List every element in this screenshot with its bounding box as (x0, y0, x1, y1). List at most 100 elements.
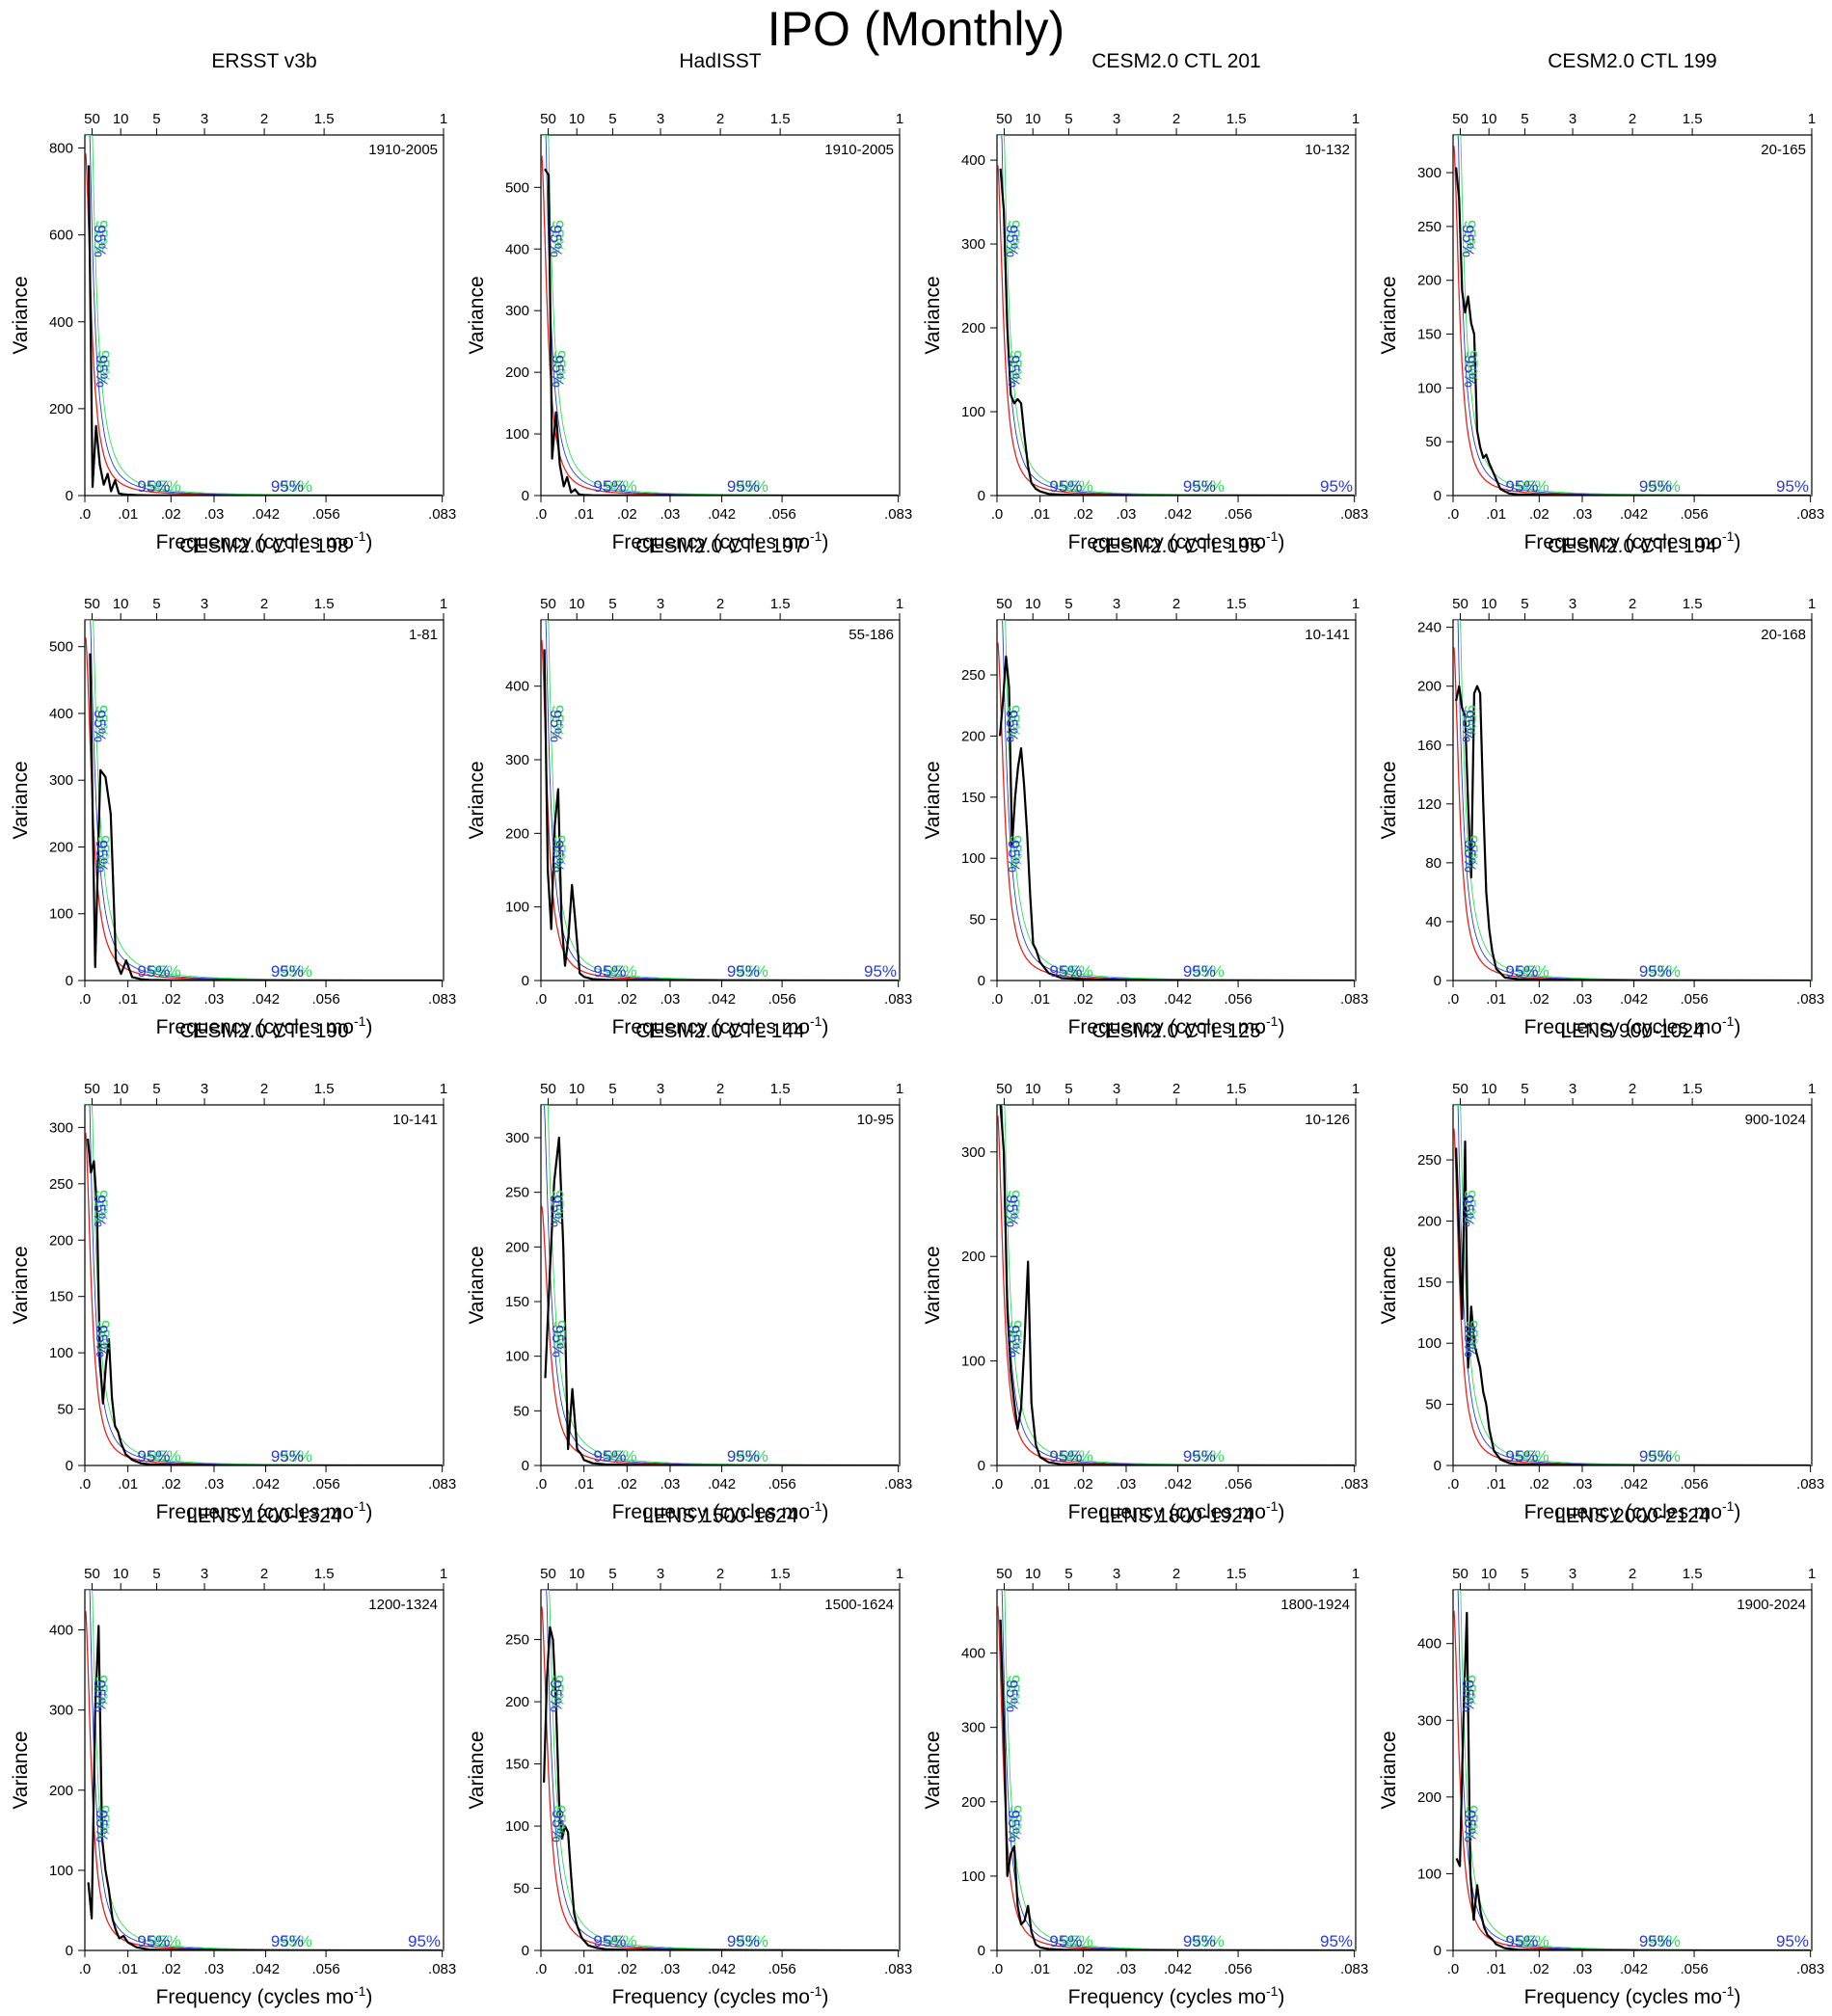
sig99-label: 95% (1648, 477, 1681, 496)
period-tick-label: 1.5 (1226, 1081, 1247, 1097)
x-tick-label: .02 (1529, 506, 1549, 523)
sig99-curve (1453, 135, 1812, 496)
sig95-curve (1453, 135, 1812, 496)
panel-title: CESM2.0 CTL 190 (179, 1020, 348, 1042)
sig95-label: 95% (549, 840, 567, 873)
red-noise-curve (1453, 1610, 1812, 1950)
x-axis-label: Frequency (cycles mo-1) (1524, 1983, 1741, 2008)
x-axis-label: Frequency (cycles mo-1) (156, 528, 373, 553)
x-tick-label: .03 (1117, 991, 1137, 1008)
period-tick-label: 1 (1352, 596, 1360, 612)
spectrum-line (999, 1619, 1355, 1950)
period-tick-label: 3 (657, 1566, 664, 1582)
y-tick-label: 200 (961, 1249, 985, 1265)
sig99-label: 95% (551, 350, 569, 383)
period-tick-label: 50 (1452, 596, 1468, 612)
sig95-label: 95% (593, 477, 626, 496)
sig99-label: 95% (1463, 1320, 1481, 1353)
sig95-label: 95% (1320, 1932, 1353, 1950)
period-tick-label: 50 (996, 111, 1012, 127)
spectrum-line (1455, 1611, 1811, 1950)
sig99-label: 95% (1061, 962, 1093, 981)
y-tick-label: 0 (66, 1943, 73, 1959)
sig95-label: 95% (1459, 710, 1477, 742)
period-tick-label: 50 (84, 1081, 100, 1097)
panel-title: CESM2.0 CTL 195 (1091, 535, 1260, 557)
x-tick-label: .056 (1680, 991, 1708, 1008)
sig99-curve (541, 620, 900, 981)
y-tick-label: 300 (505, 303, 529, 319)
x-axis-label: Frequency (cycles mo-1) (156, 1498, 373, 1523)
period-tick-label: 5 (1064, 1081, 1072, 1097)
y-tick-label: 250 (49, 1176, 73, 1193)
x-axis-label: Frequency (cycles mo-1) (1524, 528, 1741, 553)
sig95-curve (1453, 1590, 1812, 1950)
period-tick-label: 3 (201, 111, 208, 127)
sig99-label: 95% (1461, 220, 1479, 253)
plot-frame (996, 1589, 1357, 1951)
x-tick-label: .0 (991, 506, 1004, 523)
red-noise-curve (1453, 647, 1812, 981)
period-tick-label: 1.5 (1226, 111, 1247, 127)
period-tick-label: 2 (1629, 1081, 1636, 1097)
period-tick-label: 5 (608, 1081, 616, 1097)
x-tick-label: .03 (1573, 991, 1593, 1008)
y-tick-label: 300 (961, 236, 985, 253)
plot-frame (84, 134, 445, 497)
sig99-curve (1453, 1105, 1812, 1465)
y-tick-label: 300 (1417, 1712, 1441, 1729)
sig95-label: 95% (593, 962, 626, 981)
period-tick-label: 3 (657, 596, 664, 612)
y-axis-label: Variance (466, 1246, 488, 1324)
sig95-label: 95% (91, 1680, 109, 1712)
sig95-label: 95% (1459, 1195, 1477, 1227)
x-tick-label: .056 (1680, 1476, 1708, 1492)
y-axis-label: Variance (1378, 1731, 1400, 1809)
y-tick-label: 40 (1425, 914, 1441, 930)
sig99-label: 95% (736, 1447, 768, 1465)
y-tick-label: 150 (961, 790, 985, 806)
x-tick-label: .0 (79, 1476, 92, 1492)
sig95-curve (997, 135, 1356, 496)
sig95-curve (541, 620, 900, 981)
x-tick-label: .02 (1529, 1476, 1549, 1492)
y-tick-label: 400 (505, 679, 529, 695)
x-tick-label: .02 (1529, 1961, 1549, 1977)
x-tick-label: .02 (161, 1476, 181, 1492)
x-tick-label: .042 (252, 506, 280, 523)
y-tick-label: 100 (1417, 1866, 1441, 1882)
x-tick-label: .01 (1486, 506, 1506, 523)
panel-title: CESM2.0 CTL 125 (1091, 1020, 1260, 1042)
y-tick-label: 200 (961, 728, 985, 744)
period-tick-label: 1.5 (1683, 1081, 1703, 1097)
y-tick-label: 100 (505, 426, 529, 443)
sig99-curve (541, 1590, 900, 1950)
period-label: 900-1024 (1745, 1112, 1806, 1128)
period-tick-label: 5 (1521, 1081, 1528, 1097)
y-axis-label: Variance (466, 761, 488, 839)
x-tick-label: .03 (1117, 506, 1137, 523)
sig99-label: 95% (1648, 1447, 1681, 1465)
y-tick-label: 0 (66, 1458, 73, 1474)
x-tick-label: .0 (1447, 1476, 1460, 1492)
sig99-curve (85, 1105, 444, 1465)
period-tick-label: 50 (1452, 1566, 1468, 1582)
x-tick-label: .083 (884, 506, 912, 523)
sig99-curve (541, 1105, 900, 1465)
y-tick-label: 0 (1434, 1943, 1441, 1959)
x-tick-label: .083 (1796, 1961, 1824, 1977)
spectrum-line (87, 1138, 443, 1465)
period-tick-label: 2 (1629, 111, 1636, 127)
period-tick-label: 1 (896, 111, 903, 127)
period-tick-label: 3 (1113, 1566, 1120, 1582)
panel-16: LENS 2000-2124 1900-2024 50 10 5 3 2 1.5 1 .0 .01.… (1378, 1505, 1824, 2008)
sig95-label: 95% (408, 1932, 441, 1950)
x-axis-label: Frequency (cycles mo-1) (1068, 1498, 1285, 1523)
x-tick-label: .042 (252, 1961, 280, 1977)
red-noise-curve (85, 637, 444, 981)
period-tick-label: 1 (1808, 596, 1816, 612)
y-tick-label: 100 (961, 850, 985, 867)
panel-title: ERSST v3b (211, 50, 316, 72)
sig99-label: 95% (605, 1447, 637, 1465)
